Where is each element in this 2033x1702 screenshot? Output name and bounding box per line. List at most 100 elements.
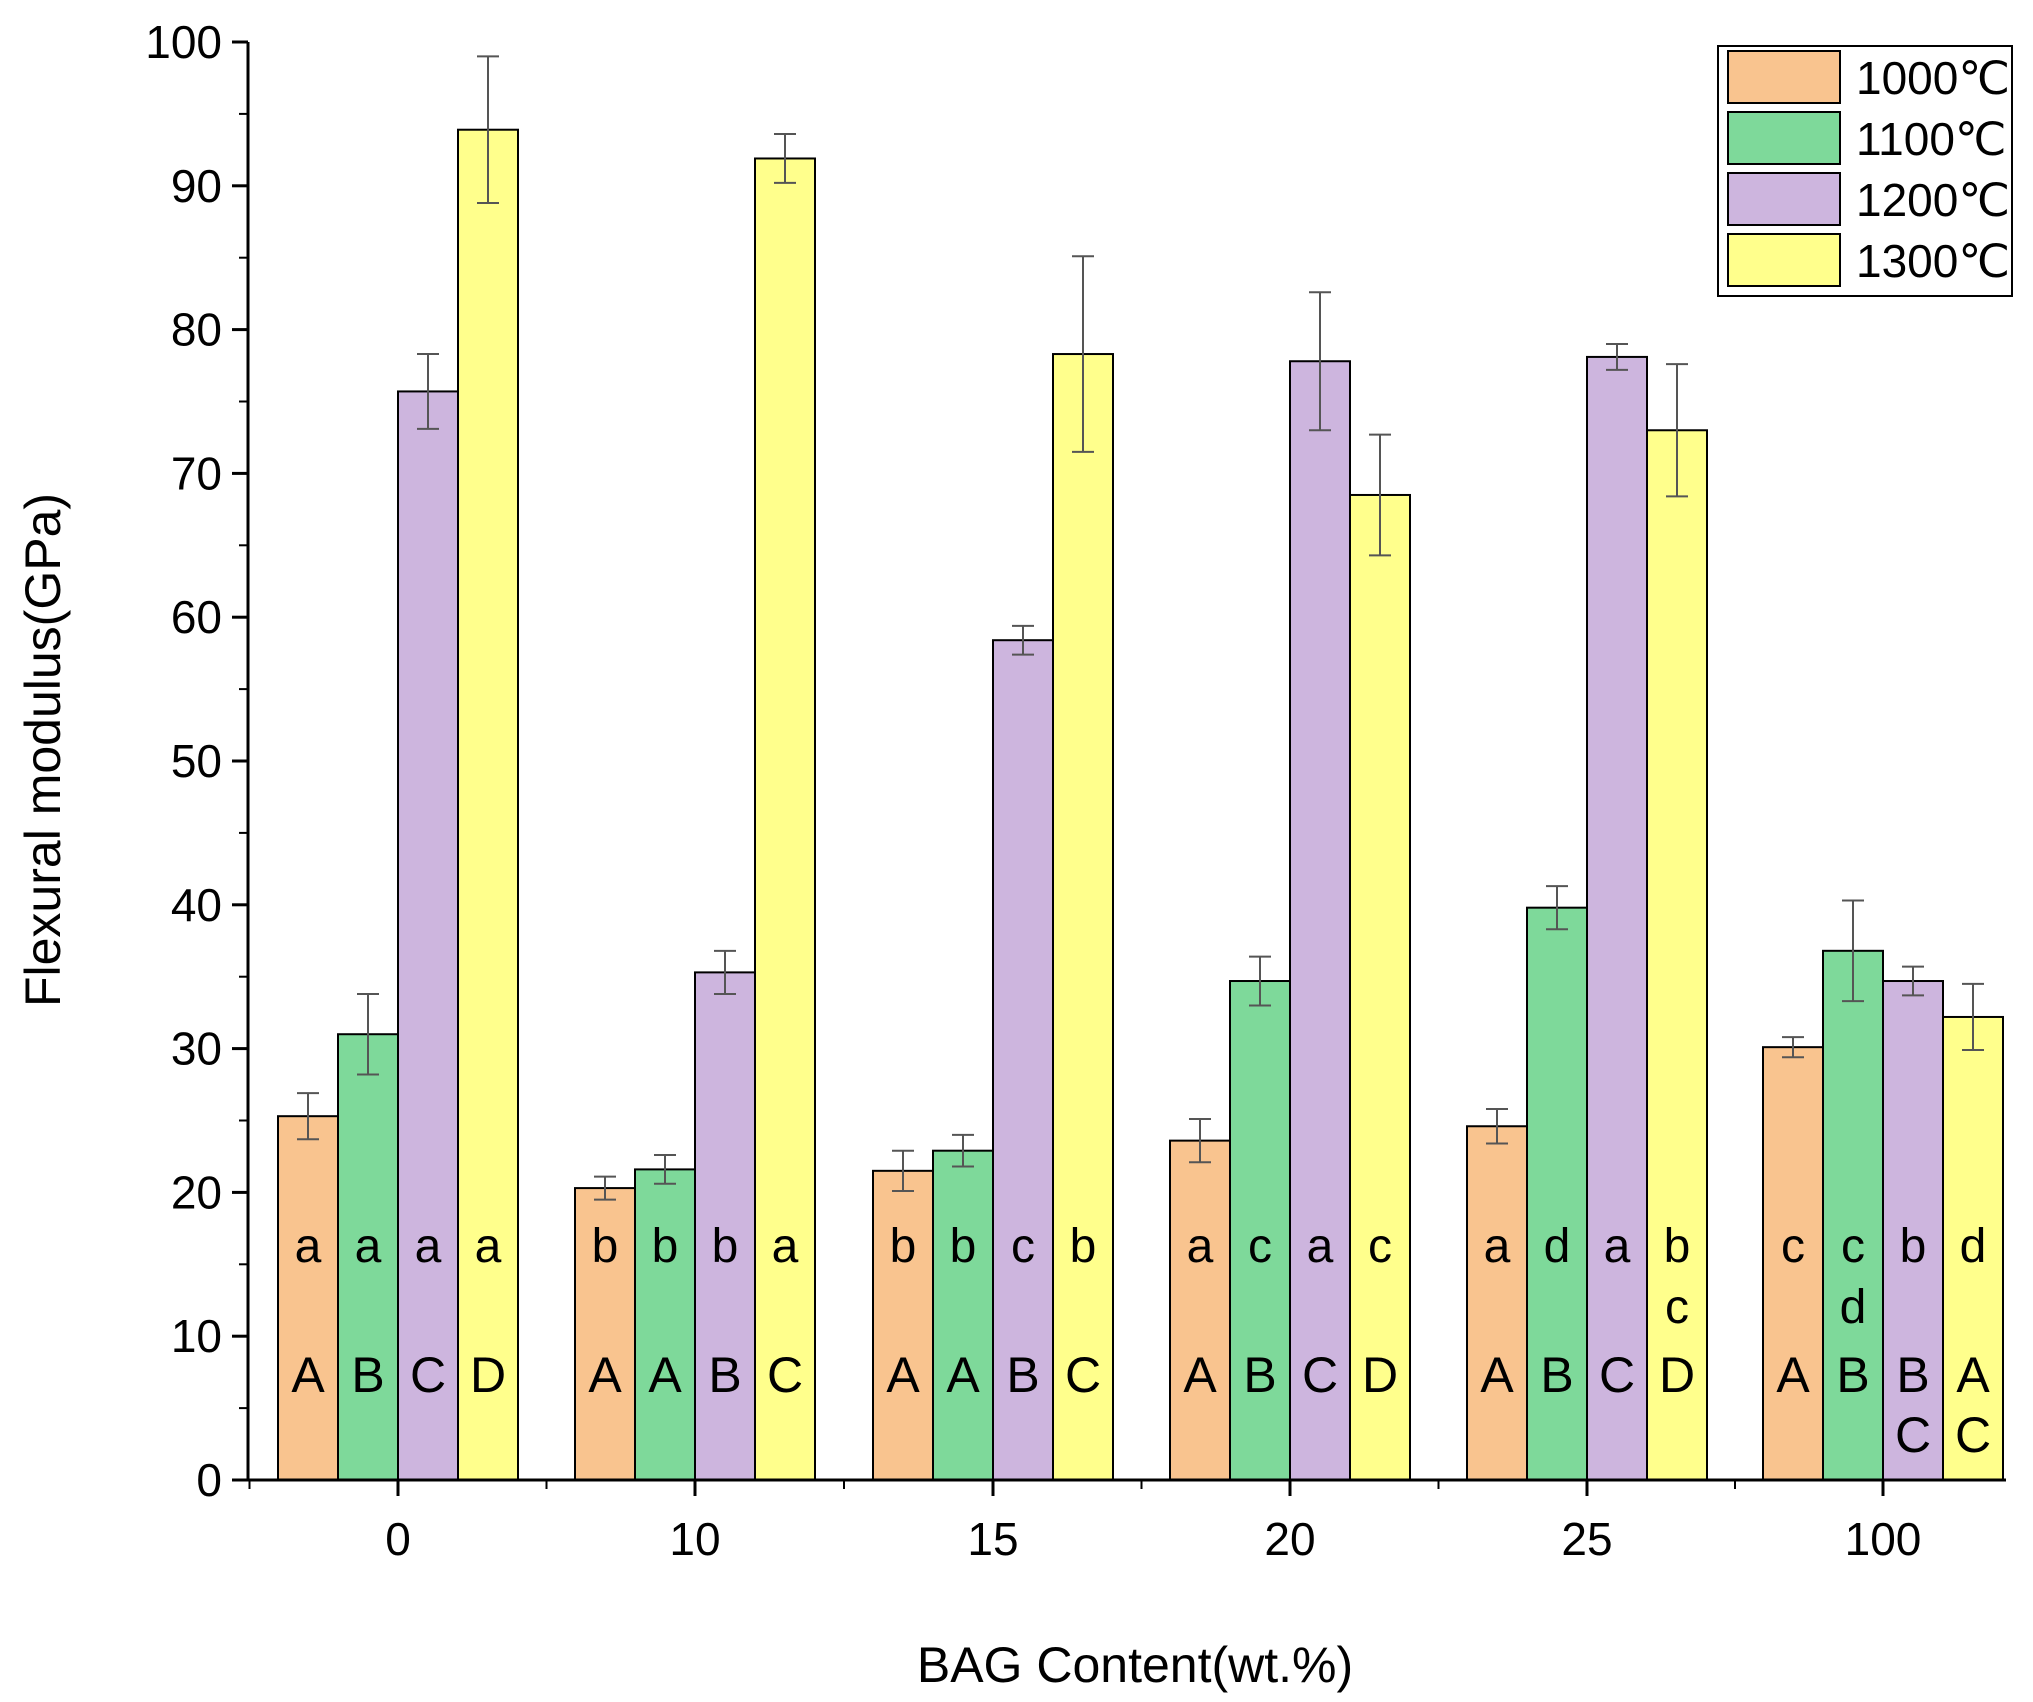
uppercase-letter-15-1000℃: A (886, 1347, 920, 1403)
lowercase-letter-10-1000℃: b (592, 1220, 619, 1273)
uppercase-letter-10-1300℃: C (767, 1347, 803, 1403)
x-tick-label: 20 (1264, 1513, 1315, 1565)
y-tick-label: 60 (171, 591, 222, 643)
uppercase-letter-25-1200℃: C (1599, 1347, 1635, 1403)
uppercase-letter-10-1200℃: B (708, 1347, 741, 1403)
uppercase-letter-15-1100℃: A (946, 1347, 980, 1403)
uppercase-letter-25-1000℃: A (1480, 1347, 1514, 1403)
uppercase-letter-20-1300℃: D (1362, 1347, 1398, 1403)
bar-25-1300℃ (1646, 429, 1708, 1481)
x-tick-label: 15 (967, 1513, 1018, 1565)
lowercase-letter-25-1300℃: b (1664, 1220, 1691, 1273)
axes-layer: 0 10 20 30 40 50 60 70 80 90 100 0 10 15 20 25 100 (145, 16, 2006, 1565)
lowercase-letter-15-1300℃: b (1070, 1220, 1097, 1273)
uppercase-letter-100-1200℃: C (1895, 1407, 1931, 1463)
bar-0-1200℃ (397, 390, 459, 1482)
lowercase-letter-25-1100℃: d (1544, 1220, 1571, 1273)
lowercase-letter-25-1200℃: a (1604, 1220, 1631, 1273)
lowercase-letter-25-1000℃: a (1484, 1220, 1511, 1273)
uppercase-letter-20-1100℃: B (1243, 1347, 1276, 1403)
lowercase-letter-10-1200℃: b (712, 1220, 739, 1273)
bar-20-1200℃ (1289, 360, 1351, 1482)
legend-swatch-1200℃ (1727, 172, 1841, 226)
lowercase-letter-15-1100℃: b (950, 1220, 977, 1273)
uppercase-letter-25-1300℃: D (1659, 1347, 1695, 1403)
y-tick-label: 80 (171, 304, 222, 356)
y-tick-label: 0 (196, 1454, 222, 1506)
uppercase-letter-15-1300℃: C (1065, 1347, 1101, 1403)
uppercase-letter-15-1200℃: B (1006, 1347, 1039, 1403)
uppercase-letter-100-1000℃: A (1776, 1347, 1810, 1403)
legend-label-1300℃: 1300℃ (1856, 235, 2010, 287)
lowercase-letter-0-1000℃: a (295, 1220, 322, 1273)
y-axis-title: Flexural modulus(GPa) (15, 493, 71, 1007)
lowercase-letter-10-1300℃: a (772, 1220, 799, 1273)
y-tick-label: 70 (171, 447, 222, 499)
lowercase-letter-10-1100℃: b (652, 1220, 679, 1273)
uppercase-letter-25-1100℃: B (1540, 1347, 1573, 1403)
uppercase-letter-100-1300℃: C (1955, 1407, 1991, 1463)
x-tick-label: 25 (1561, 1513, 1612, 1565)
lowercase-letter-100-1000℃: c (1781, 1220, 1805, 1273)
letters-layer: aAbAbAaAaAcAaBbAbAcBdBcdBaCbBcBaCaCbBCaD… (291, 1220, 1991, 1463)
legend-label-1000℃: 1000℃ (1856, 52, 2010, 104)
legend-swatch-1100℃ (1727, 111, 1841, 165)
bar-15-1200℃ (992, 639, 1054, 1481)
legend-label-1200℃: 1200℃ (1856, 174, 2010, 226)
lowercase-letter-20-1200℃: a (1307, 1220, 1334, 1273)
legend-label-1100℃: 1100℃ (1856, 113, 2007, 165)
lowercase-letter-15-1000℃: b (890, 1220, 917, 1273)
y-tick-label: 30 (171, 1023, 222, 1075)
bar-20-1000℃ (1169, 1139, 1231, 1481)
y-tick-label: 90 (171, 160, 222, 212)
x-tick-label: 100 (1845, 1513, 1922, 1565)
lowercase-letter-0-1300℃: a (475, 1220, 502, 1273)
bar-15-1300℃ (1052, 353, 1114, 1481)
uppercase-letter-0-1200℃: C (410, 1347, 446, 1403)
lowercase-letter-25-1300℃: c (1665, 1281, 1689, 1334)
lowercase-letter-20-1100℃: c (1248, 1220, 1272, 1273)
bar-10-1300℃ (754, 157, 816, 1481)
uppercase-letter-20-1000℃: A (1183, 1347, 1217, 1403)
bar-10-1200℃ (694, 971, 756, 1481)
x-tick-label: 10 (669, 1513, 720, 1565)
lowercase-letter-0-1100℃: a (355, 1220, 382, 1273)
uppercase-letter-100-1100℃: B (1836, 1347, 1869, 1403)
legend-swatch-1300℃ (1727, 233, 1841, 287)
y-tick-label: 40 (171, 879, 222, 931)
bar-25-1000℃ (1466, 1125, 1528, 1481)
bar-25-1200℃ (1586, 355, 1648, 1481)
bar-100-1300℃ (1942, 1015, 2004, 1481)
uppercase-letter-0-1300℃: D (470, 1347, 506, 1403)
uppercase-letter-100-1200℃: B (1896, 1347, 1929, 1403)
bar-20-1300℃ (1349, 493, 1411, 1482)
lowercase-letter-100-1100℃: d (1840, 1281, 1867, 1334)
lowercase-letter-100-1300℃: d (1960, 1220, 1987, 1273)
lowercase-letter-20-1300℃: c (1368, 1220, 1392, 1273)
uppercase-letter-10-1000℃: A (588, 1347, 622, 1403)
x-axis-title: BAG Content(wt.%) (917, 1637, 1353, 1693)
y-tick-label: 50 (171, 735, 222, 787)
bar-100-1200℃ (1882, 980, 1944, 1481)
lowercase-letter-100-1200℃: b (1900, 1220, 1927, 1273)
lowercase-letter-100-1100℃: c (1841, 1220, 1865, 1273)
uppercase-letter-0-1100℃: B (351, 1347, 384, 1403)
uppercase-letter-20-1200℃: C (1302, 1347, 1338, 1403)
legend: 1000℃ 1100℃ 1200℃ 1300℃ (1717, 45, 2013, 297)
uppercase-letter-0-1000℃: A (291, 1347, 325, 1403)
uppercase-letter-10-1100℃: A (648, 1347, 682, 1403)
y-tick-label: 100 (145, 16, 222, 68)
lowercase-letter-0-1200℃: a (415, 1220, 442, 1273)
uppercase-letter-100-1300℃: A (1956, 1347, 1990, 1403)
bars-layer (277, 55, 2004, 1482)
bar-0-1300℃ (457, 128, 519, 1481)
bar-15-1000℃ (872, 1169, 934, 1481)
x-tick-label: 0 (385, 1513, 411, 1565)
bar-10-1100℃ (634, 1168, 696, 1481)
bar-0-1000℃ (277, 1115, 339, 1482)
y-tick-label: 10 (171, 1310, 222, 1362)
lowercase-letter-15-1200℃: c (1011, 1220, 1035, 1273)
bar-15-1100℃ (932, 1149, 994, 1481)
